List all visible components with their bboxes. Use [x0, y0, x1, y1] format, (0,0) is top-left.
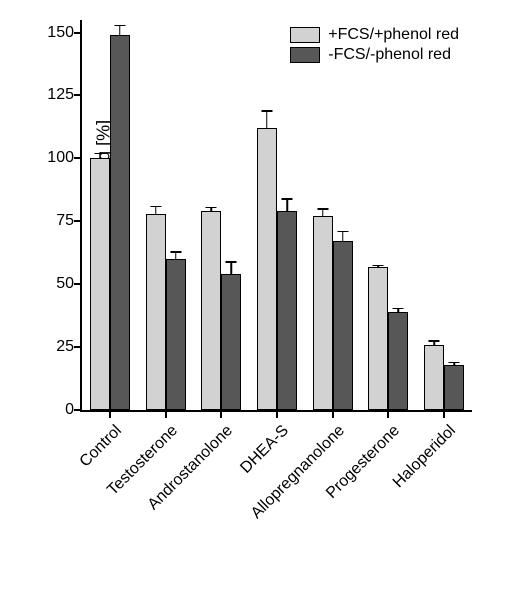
x-tick: [109, 410, 111, 418]
x-tick: [165, 410, 167, 418]
bar: [110, 35, 130, 410]
bar: [166, 259, 186, 410]
y-tick: [74, 283, 82, 285]
legend-label: +FCS/+phenol red: [328, 26, 459, 44]
bar: [201, 211, 221, 410]
y-tick: [74, 32, 82, 34]
bar: [257, 128, 277, 410]
y-tick: [74, 409, 82, 411]
legend-swatch: [290, 27, 320, 43]
bar: [333, 241, 353, 410]
legend-swatch: [290, 47, 320, 63]
y-tick-label: 75: [34, 212, 74, 230]
x-tick-label: Haloperidol: [341, 422, 460, 541]
y-tick-label: 50: [34, 275, 74, 293]
bar: [313, 216, 333, 410]
x-tick: [220, 410, 222, 418]
bar: [424, 345, 444, 410]
y-tick-label: 125: [34, 86, 74, 104]
y-tick: [74, 94, 82, 96]
chart-container: 11C-SA4503 binding [%] 0255075100125150C…: [0, 0, 511, 598]
bar: [277, 211, 297, 410]
x-tick: [443, 410, 445, 418]
y-tick-label: 25: [34, 338, 74, 356]
bar: [444, 365, 464, 410]
bar: [388, 312, 408, 410]
legend-label: -FCS/-phenol red: [328, 46, 451, 64]
legend: +FCS/+phenol red -FCS/-phenol red: [290, 26, 459, 66]
y-tick-label: 150: [34, 24, 74, 42]
y-tick: [74, 346, 82, 348]
y-tick-label: 0: [34, 401, 74, 419]
y-tick: [74, 220, 82, 222]
bar: [221, 274, 241, 410]
bar: [90, 158, 110, 410]
bar: [146, 214, 166, 410]
legend-item: +FCS/+phenol red: [290, 26, 459, 44]
bar: [368, 267, 388, 410]
x-tick: [276, 410, 278, 418]
y-tick-label: 100: [34, 149, 74, 167]
y-tick: [74, 157, 82, 159]
x-tick: [332, 410, 334, 418]
legend-item: -FCS/-phenol red: [290, 46, 459, 64]
x-tick: [387, 410, 389, 418]
plot-area: 0255075100125150ControlTestosteroneAndro…: [80, 20, 472, 412]
